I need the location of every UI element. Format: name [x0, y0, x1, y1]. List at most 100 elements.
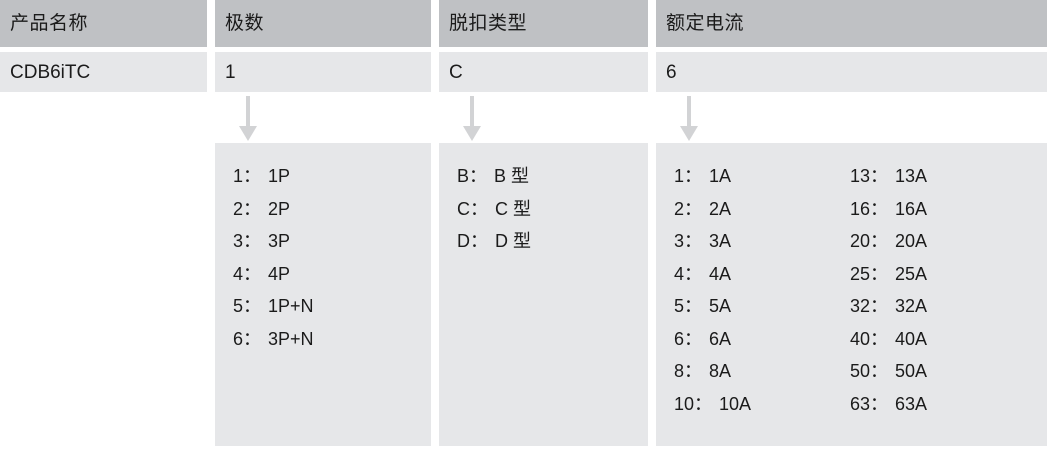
header-label: 产品名称 [10, 13, 89, 34]
option-key: C： [457, 198, 488, 219]
options-list-poles: 1： 1P 2： 2P 3： 3P 4： 4P [215, 143, 431, 446]
list-item: B： B 型 [457, 160, 531, 193]
value-cell-trip-type: C [439, 52, 648, 92]
option-key: 4： [233, 263, 262, 284]
list-item: 4： 4A [674, 258, 850, 291]
list-item: 2： 2P [233, 193, 314, 226]
value-label: 6 [666, 61, 677, 83]
option-key: 1： [674, 166, 703, 186]
option-value: 1P [268, 166, 291, 186]
list-item: 1： 1P [233, 160, 314, 193]
option-value: 5A [709, 296, 732, 316]
option-value: 8A [709, 361, 732, 381]
option-value: 50A [895, 361, 928, 381]
option-key: 50： [850, 361, 889, 381]
option-value: 3A [709, 231, 732, 251]
option-value: 16A [895, 198, 928, 219]
option-key: 6： [674, 328, 703, 349]
option-value: 1P+N [268, 296, 314, 316]
option-key: 3： [233, 231, 262, 251]
list-item: C： C 型 [457, 193, 531, 226]
header-label: 极数 [225, 13, 265, 34]
header-cell-poles: 极数 [215, 0, 431, 47]
option-key: 25： [850, 263, 889, 284]
header-label: 脱扣类型 [449, 13, 528, 34]
value-cell-poles: 1 [215, 52, 431, 92]
option-value: 63A [895, 393, 928, 414]
option-key: 16： [850, 198, 889, 219]
list-item: 2： 2A [674, 193, 850, 226]
list-item: 6： 6A [674, 323, 850, 356]
option-key: 40： [850, 328, 889, 349]
list-item: 5： 1P+N [233, 290, 314, 323]
option-value: 2A [709, 198, 732, 219]
value-label: C [449, 61, 463, 83]
option-key: 2： [674, 198, 703, 219]
option-key: 3： [674, 231, 703, 251]
options-list-rated-current: 1： 1A 2： 2A 3： 3A 4： 4A [656, 143, 1047, 446]
list-item: D： D 型 [457, 225, 531, 258]
options-column: 1： 1P 2： 2P 3： 3P 4： 4P [233, 160, 314, 355]
option-key: 5： [233, 296, 262, 316]
option-key: 6： [233, 328, 262, 349]
down-arrow-icon-rated-current [678, 96, 700, 141]
option-value: 4P [268, 263, 291, 284]
list-item: 32： 32A [850, 290, 927, 323]
option-value: 3P [268, 231, 291, 251]
option-value: 4A [709, 263, 732, 284]
list-item: 63： 63A [850, 388, 927, 421]
option-key: 1： [233, 166, 262, 186]
options-list-trip-type: B： B 型 C： C 型 D： D 型 [439, 143, 648, 446]
value-cell-product-name: CDB6iTC [0, 52, 207, 92]
option-value: 20A [895, 231, 928, 251]
option-key: 2： [233, 198, 262, 219]
option-value: 25A [895, 263, 928, 284]
option-value: 3P+N [268, 328, 314, 349]
header-cell-rated-current: 额定电流 [656, 0, 1047, 47]
option-key: 4： [674, 263, 703, 284]
option-value: 6A [709, 328, 732, 349]
list-item: 50： 50A [850, 355, 927, 388]
list-item: 3： 3P [233, 225, 314, 258]
options-column-right: 13： 13A 16： 16A 20： 20A 25： 25A [850, 160, 927, 420]
down-arrow-icon-trip-type [461, 96, 483, 141]
option-key: 8： [674, 361, 703, 381]
list-item: 25： 25A [850, 258, 927, 291]
option-value: 40A [895, 328, 928, 349]
list-item: 16： 16A [850, 193, 927, 226]
option-key: 5： [674, 296, 703, 316]
option-value: 13A [895, 166, 928, 186]
list-item: 5： 5A [674, 290, 850, 323]
list-item: 13： 13A [850, 160, 927, 193]
option-value: C 型 [495, 198, 531, 219]
list-item: 6： 3P+N [233, 323, 314, 356]
option-key: 10： [674, 393, 713, 414]
option-value: 10A [719, 393, 752, 414]
header-cell-product-name: 产品名称 [0, 0, 207, 47]
list-item: 3： 3A [674, 225, 850, 258]
option-value: D 型 [495, 231, 531, 251]
list-item: 20： 20A [850, 225, 927, 258]
option-key: 20： [850, 231, 889, 251]
option-value: 1A [709, 166, 732, 186]
option-key: 32： [850, 296, 889, 316]
value-label: CDB6iTC [10, 61, 91, 83]
header-label: 额定电流 [666, 13, 745, 34]
option-value: 2P [268, 198, 291, 219]
down-arrow-icon-poles [237, 96, 259, 141]
value-label: 1 [225, 61, 236, 83]
option-value: 32A [895, 296, 928, 316]
options-column-left: 1： 1A 2： 2A 3： 3A 4： 4A [674, 160, 850, 420]
option-key: 63： [850, 393, 889, 414]
header-cell-trip-type: 脱扣类型 [439, 0, 648, 47]
option-key: 13： [850, 166, 889, 186]
option-key: D： [457, 231, 488, 251]
option-key: B： [457, 166, 488, 186]
option-value: B 型 [494, 166, 530, 186]
list-item: 8： 8A [674, 355, 850, 388]
list-item: 10： 10A [674, 388, 850, 421]
options-column: B： B 型 C： C 型 D： D 型 [457, 160, 531, 258]
list-item: 40： 40A [850, 323, 927, 356]
list-item: 1： 1A [674, 160, 850, 193]
